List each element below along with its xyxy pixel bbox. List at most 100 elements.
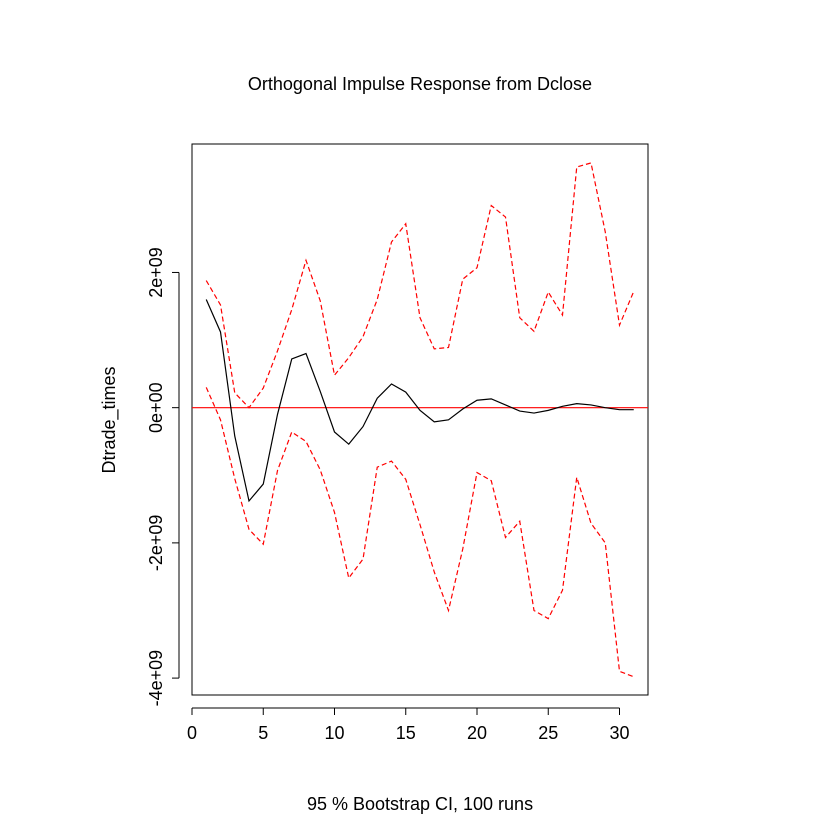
response-point bbox=[548, 410, 549, 411]
upper-point bbox=[377, 299, 378, 300]
response-point bbox=[434, 421, 435, 422]
response-point bbox=[419, 410, 420, 411]
response-point bbox=[348, 444, 349, 445]
lower-point bbox=[277, 470, 278, 471]
y-axis-label: Dtrade_times bbox=[99, 366, 120, 473]
upper-point bbox=[419, 317, 420, 318]
upper-point bbox=[348, 357, 349, 358]
x-tick-label: 25 bbox=[538, 723, 558, 743]
response-point bbox=[590, 404, 591, 405]
upper-point bbox=[234, 392, 235, 393]
lower-point bbox=[619, 671, 620, 672]
lower-point bbox=[291, 431, 292, 432]
upper-point bbox=[248, 407, 249, 408]
lower-point bbox=[491, 480, 492, 481]
lower-point bbox=[377, 467, 378, 468]
upper-point bbox=[448, 347, 449, 348]
upper-point bbox=[434, 348, 435, 349]
response-point bbox=[291, 358, 292, 359]
lower-point bbox=[605, 542, 606, 543]
lower-point bbox=[633, 676, 634, 677]
upper-point bbox=[633, 291, 634, 292]
lower-point bbox=[348, 577, 349, 578]
response-point bbox=[305, 353, 306, 354]
upper-point bbox=[405, 223, 406, 224]
response-point bbox=[377, 398, 378, 399]
lower-point bbox=[562, 590, 563, 591]
upper-point bbox=[605, 231, 606, 232]
response-point bbox=[320, 391, 321, 392]
lower-point bbox=[263, 544, 264, 545]
response-point bbox=[462, 408, 463, 409]
y-tick-label: 2e+09 bbox=[146, 247, 166, 298]
x-tick-label: 0 bbox=[187, 723, 197, 743]
response-point bbox=[619, 409, 620, 410]
lower-line bbox=[205, 387, 634, 678]
upper-point bbox=[362, 336, 363, 337]
x-axis: 0 5 10 15 20 25 30 bbox=[187, 707, 630, 743]
x-tick-label: 15 bbox=[396, 723, 416, 743]
upper-point bbox=[619, 325, 620, 326]
upper-point bbox=[519, 317, 520, 318]
upper-point bbox=[533, 331, 534, 332]
lower-point bbox=[448, 610, 449, 611]
response-point bbox=[391, 383, 392, 384]
lower-point bbox=[434, 571, 435, 572]
response-point bbox=[362, 426, 363, 427]
lower-point bbox=[391, 460, 392, 461]
upper-point bbox=[590, 162, 591, 163]
response-point bbox=[234, 435, 235, 436]
lower-point bbox=[334, 512, 335, 513]
x-tick-label: 30 bbox=[609, 723, 629, 743]
upper-line bbox=[205, 162, 635, 409]
lower-point bbox=[590, 523, 591, 524]
plot-area-frame bbox=[191, 143, 649, 696]
lower-point bbox=[220, 419, 221, 420]
upper-point bbox=[206, 280, 207, 281]
x-axis-label: 95 % Bootstrap CI, 100 runs bbox=[307, 794, 533, 814]
response-point bbox=[248, 500, 249, 501]
upper-point bbox=[391, 241, 392, 242]
upper-point bbox=[334, 375, 335, 376]
upper-point bbox=[576, 166, 577, 167]
lower-point bbox=[476, 472, 477, 473]
upper-point bbox=[562, 314, 563, 315]
x-tick-label: 10 bbox=[324, 723, 344, 743]
upper-point bbox=[263, 387, 264, 388]
lower-point bbox=[248, 529, 249, 530]
response-point bbox=[334, 431, 335, 432]
response-point bbox=[206, 299, 207, 300]
response-line bbox=[205, 299, 634, 503]
upper-point bbox=[320, 300, 321, 301]
response-point bbox=[533, 412, 534, 413]
chart-title: Orthogonal Impulse Response from Dclose bbox=[248, 74, 592, 94]
response-point bbox=[491, 398, 492, 399]
response-point bbox=[277, 414, 278, 415]
y-tick-label: -4e+09 bbox=[146, 650, 166, 707]
upper-point bbox=[462, 279, 463, 280]
lower-point bbox=[462, 548, 463, 549]
lower-point bbox=[533, 610, 534, 611]
upper-point bbox=[291, 309, 292, 310]
lower-point bbox=[305, 441, 306, 442]
y-axis: -4e+09 -2e+09 0e+00 2e+09 bbox=[146, 247, 180, 707]
response-point bbox=[576, 403, 577, 404]
upper-point bbox=[476, 267, 477, 268]
x-tick-label: 20 bbox=[467, 723, 487, 743]
lower-point bbox=[234, 478, 235, 479]
y-tick-label: -2e+09 bbox=[146, 515, 166, 572]
response-point bbox=[405, 392, 406, 393]
upper-point bbox=[277, 350, 278, 351]
lower-point bbox=[548, 618, 549, 619]
lower-point bbox=[519, 521, 520, 522]
response-point bbox=[476, 400, 477, 401]
lower-point bbox=[405, 479, 406, 480]
lower-point bbox=[576, 477, 577, 478]
response-point bbox=[519, 410, 520, 411]
lower-point bbox=[320, 469, 321, 470]
upper-point bbox=[505, 216, 506, 217]
response-point bbox=[263, 483, 264, 484]
upper-point bbox=[491, 205, 492, 206]
response-point bbox=[220, 331, 221, 332]
